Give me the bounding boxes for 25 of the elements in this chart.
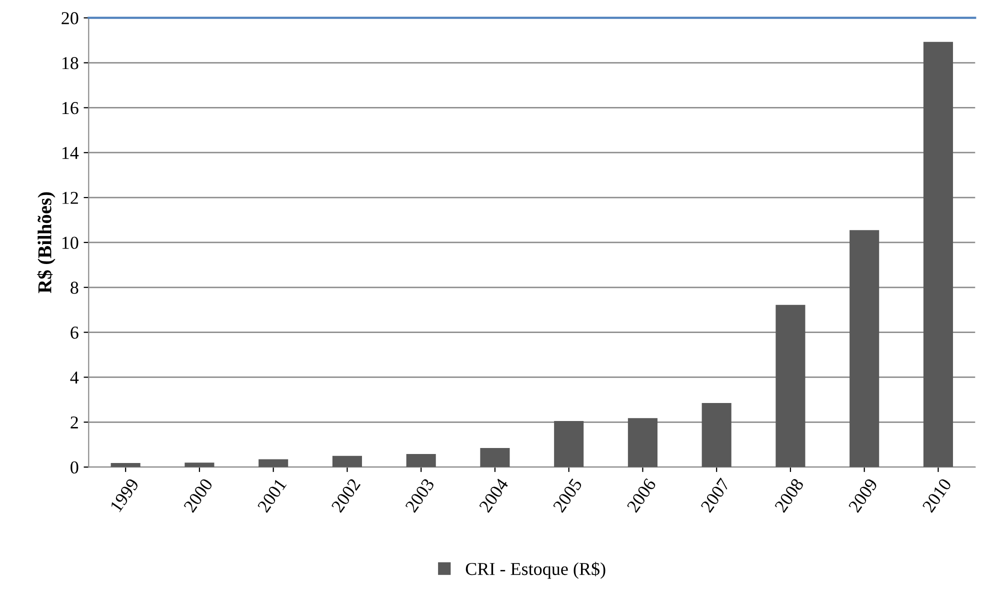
bar <box>850 230 880 468</box>
y-tick-label: 14 <box>62 146 79 159</box>
bar <box>628 418 658 468</box>
bar <box>923 42 953 468</box>
bar <box>702 403 732 468</box>
bar <box>554 421 584 468</box>
bar <box>332 456 362 468</box>
y-tick-label: 4 <box>70 372 79 384</box>
y-tick-label: 0 <box>70 461 78 474</box>
legend-label: CRI - Estoque (R$) <box>466 562 606 579</box>
bar <box>258 459 288 468</box>
bar <box>776 304 806 468</box>
bar <box>184 462 214 468</box>
y-tick-label: 16 <box>62 102 78 114</box>
y-tick-label: 6 <box>70 326 78 339</box>
y-tick-label: 8 <box>70 282 78 294</box>
y-tick-label: 20 <box>62 12 78 24</box>
bar <box>480 448 510 468</box>
y-tick-label: 10 <box>62 236 78 249</box>
bar <box>406 454 436 468</box>
bar <box>110 463 140 468</box>
y-tick-label: 2 <box>70 416 78 428</box>
y-tick-label: 18 <box>62 57 78 70</box>
y-axis-title: R$ (Bilhões) <box>37 192 56 294</box>
y-tick-label: 12 <box>62 192 78 204</box>
